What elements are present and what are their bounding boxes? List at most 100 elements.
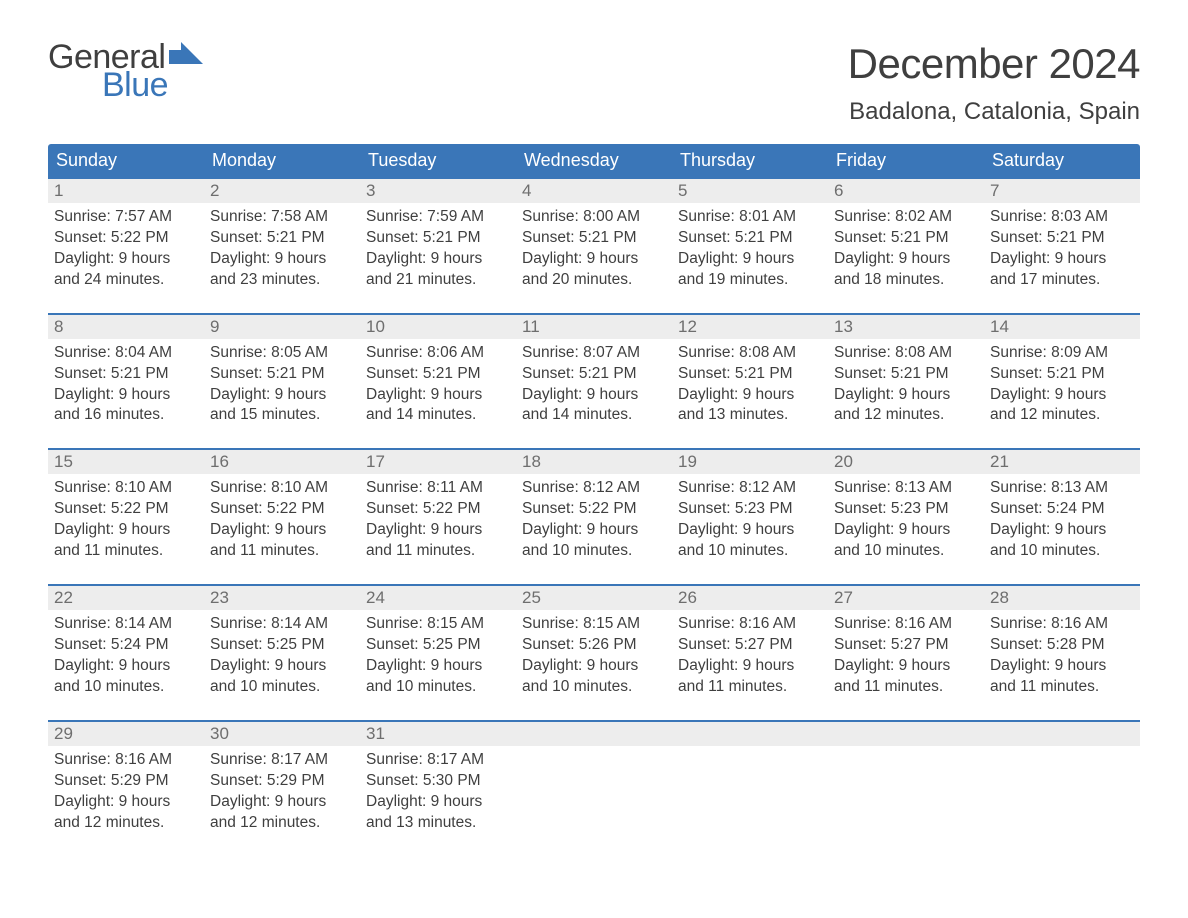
sunset-line: Sunset: 5:21 PM (522, 364, 666, 385)
daylight-line-1: Daylight: 9 hours (522, 385, 666, 406)
sunrise-line: Sunrise: 8:08 AM (678, 343, 822, 364)
daylight-line-2: and 11 minutes. (54, 541, 198, 562)
daylight-line-2: and 18 minutes. (834, 270, 978, 291)
daylight-line-1: Daylight: 9 hours (678, 385, 822, 406)
sunset-line: Sunset: 5:21 PM (366, 228, 510, 249)
daylight-line-2: and 10 minutes. (522, 541, 666, 562)
sunset-line: Sunset: 5:26 PM (522, 635, 666, 656)
sunset-line: Sunset: 5:27 PM (678, 635, 822, 656)
sunrise-line: Sunrise: 8:10 AM (210, 478, 354, 499)
daylight-line-2: and 10 minutes. (366, 677, 510, 698)
sunrise-line: Sunrise: 8:17 AM (210, 750, 354, 771)
daylight-line-1: Daylight: 9 hours (210, 656, 354, 677)
day-details: Sunrise: 8:16 AMSunset: 5:27 PMDaylight:… (828, 610, 984, 698)
calendar-day: 30Sunrise: 8:17 AMSunset: 5:29 PMDayligh… (204, 720, 360, 834)
day-number: 9 (210, 317, 219, 336)
sunrise-line: Sunrise: 7:59 AM (366, 207, 510, 228)
daylight-line-2: and 24 minutes. (54, 270, 198, 291)
daylight-line-2: and 15 minutes. (210, 405, 354, 426)
weekday-header: Thursday (672, 144, 828, 177)
calendar-day: 0 (828, 720, 984, 834)
daylight-line-1: Daylight: 9 hours (210, 792, 354, 813)
sunrise-line: Sunrise: 8:12 AM (522, 478, 666, 499)
sunset-line: Sunset: 5:21 PM (834, 228, 978, 249)
daylight-line-1: Daylight: 9 hours (366, 520, 510, 541)
daylight-line-1: Daylight: 9 hours (54, 385, 198, 406)
sunset-line: Sunset: 5:25 PM (210, 635, 354, 656)
daylight-line-2: and 19 minutes. (678, 270, 822, 291)
day-number: 14 (990, 317, 1009, 336)
calendar-week: 29Sunrise: 8:16 AMSunset: 5:29 PMDayligh… (48, 720, 1140, 834)
calendar-day: 28 Sunrise: 8:16 AMSunset: 5:28 PMDayligh… (984, 584, 1140, 698)
sunrise-line: Sunrise: 8:05 AM (210, 343, 354, 364)
day-details: Sunrise: 8:08 AMSunset: 5:21 PMDaylight:… (672, 339, 828, 427)
daylight-line-2: and 11 minutes. (366, 541, 510, 562)
day-number: 5 (678, 181, 687, 200)
day-number: 29 (54, 724, 73, 743)
day-number: 7 (990, 181, 999, 200)
day-details: Sunrise: 8:08 AMSunset: 5:21 PMDaylight:… (828, 339, 984, 427)
daylight-line-1: Daylight: 9 hours (834, 249, 978, 270)
calendar-day: 31Sunrise: 8:17 AMSunset: 5:30 PMDayligh… (360, 720, 516, 834)
sunset-line: Sunset: 5:21 PM (834, 364, 978, 385)
daylight-line-1: Daylight: 9 hours (990, 249, 1134, 270)
day-number: 8 (54, 317, 63, 336)
day-number: 28 (990, 588, 1009, 607)
daylight-line-2: and 17 minutes. (990, 270, 1134, 291)
sunrise-line: Sunrise: 8:01 AM (678, 207, 822, 228)
sunrise-line: Sunrise: 7:58 AM (210, 207, 354, 228)
daylight-line-2: and 12 minutes. (210, 813, 354, 834)
calendar-day: 1Sunrise: 7:57 AMSunset: 5:22 PMDaylight… (48, 177, 204, 291)
sunrise-line: Sunrise: 8:16 AM (990, 614, 1134, 635)
sunrise-line: Sunrise: 8:03 AM (990, 207, 1134, 228)
daylight-line-1: Daylight: 9 hours (834, 656, 978, 677)
weekday-header: Sunday (48, 144, 204, 177)
day-number: 18 (522, 452, 541, 471)
sunset-line: Sunset: 5:22 PM (522, 499, 666, 520)
calendar-day: 9 Sunrise: 8:05 AMSunset: 5:21 PMDaylight… (204, 313, 360, 427)
sunrise-line: Sunrise: 8:14 AM (54, 614, 198, 635)
day-details: Sunrise: 8:00 AMSunset: 5:21 PMDaylight:… (516, 203, 672, 291)
day-number: 19 (678, 452, 697, 471)
daylight-line-1: Daylight: 9 hours (210, 385, 354, 406)
day-details: Sunrise: 8:16 AMSunset: 5:28 PMDaylight:… (984, 610, 1140, 698)
calendar-day: 20Sunrise: 8:13 AMSunset: 5:23 PMDayligh… (828, 448, 984, 562)
day-details: Sunrise: 7:57 AMSunset: 5:22 PMDaylight:… (48, 203, 204, 291)
day-number: 2 (210, 181, 219, 200)
sunset-line: Sunset: 5:21 PM (210, 228, 354, 249)
daylight-line-1: Daylight: 9 hours (54, 520, 198, 541)
sunrise-line: Sunrise: 8:12 AM (678, 478, 822, 499)
day-number: 11 (522, 317, 540, 336)
day-details: Sunrise: 8:15 AMSunset: 5:26 PMDaylight:… (516, 610, 672, 698)
daylight-line-1: Daylight: 9 hours (210, 249, 354, 270)
day-details: Sunrise: 7:59 AMSunset: 5:21 PMDaylight:… (360, 203, 516, 291)
calendar-day: 16Sunrise: 8:10 AMSunset: 5:22 PMDayligh… (204, 448, 360, 562)
calendar-day: 10Sunrise: 8:06 AMSunset: 5:21 PMDayligh… (360, 313, 516, 427)
daylight-line-1: Daylight: 9 hours (990, 656, 1134, 677)
daylight-line-2: and 10 minutes. (522, 677, 666, 698)
day-number: 26 (678, 588, 697, 607)
weekday-header: Friday (828, 144, 984, 177)
calendar-day: 0 (672, 720, 828, 834)
day-details: Sunrise: 8:13 AMSunset: 5:24 PMDaylight:… (984, 474, 1140, 562)
sunrise-line: Sunrise: 8:09 AM (990, 343, 1134, 364)
calendar-day: 24Sunrise: 8:15 AMSunset: 5:25 PMDayligh… (360, 584, 516, 698)
sunrise-line: Sunrise: 8:16 AM (834, 614, 978, 635)
daylight-line-2: and 10 minutes. (678, 541, 822, 562)
calendar-day: 19Sunrise: 8:12 AMSunset: 5:23 PMDayligh… (672, 448, 828, 562)
calendar-day: 2 Sunrise: 7:58 AMSunset: 5:21 PMDaylight… (204, 177, 360, 291)
brand-word-2: Blue (102, 68, 205, 102)
daylight-line-2: and 14 minutes. (366, 405, 510, 426)
sunset-line: Sunset: 5:21 PM (990, 364, 1134, 385)
sunset-line: Sunset: 5:23 PM (678, 499, 822, 520)
day-number: 27 (834, 588, 853, 607)
calendar-week: 1Sunrise: 7:57 AMSunset: 5:22 PMDaylight… (48, 177, 1140, 291)
daylight-line-1: Daylight: 9 hours (366, 792, 510, 813)
daylight-line-2: and 11 minutes. (678, 677, 822, 698)
day-details: Sunrise: 8:05 AMSunset: 5:21 PMDaylight:… (204, 339, 360, 427)
sunrise-line: Sunrise: 8:07 AM (522, 343, 666, 364)
sunrise-line: Sunrise: 8:15 AM (522, 614, 666, 635)
calendar-day: 22Sunrise: 8:14 AMSunset: 5:24 PMDayligh… (48, 584, 204, 698)
sunset-line: Sunset: 5:29 PM (210, 771, 354, 792)
calendar-week: 15Sunrise: 8:10 AMSunset: 5:22 PMDayligh… (48, 448, 1140, 562)
